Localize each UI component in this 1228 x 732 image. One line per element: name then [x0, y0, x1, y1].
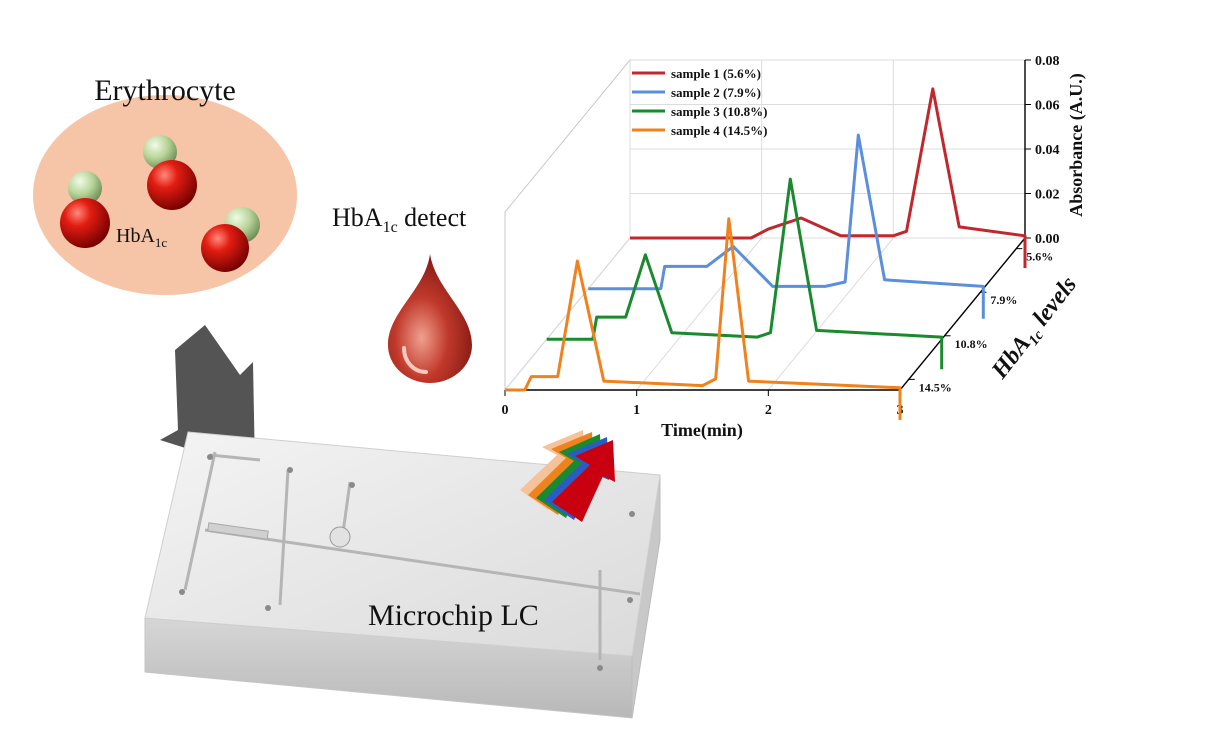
legend-label: sample 1 (5.6%) — [671, 66, 761, 81]
chip-injector — [329, 526, 351, 548]
z-axis-line — [899, 237, 1026, 391]
y-tick-label: 0.00 — [1035, 232, 1060, 247]
erythrocyte-label: Erythrocyte — [94, 74, 236, 107]
hba1c-molecule — [143, 135, 197, 210]
hba1c-molecule — [60, 171, 110, 248]
arrow-to-chip — [160, 325, 255, 470]
chip-column — [207, 522, 269, 540]
hba1c-molecule — [201, 207, 260, 272]
z-tick-label: 5.6% — [1026, 250, 1053, 264]
blood-drop-icon — [388, 254, 472, 383]
y-tick-label: 0.04 — [1035, 143, 1060, 158]
grid-line — [636, 237, 763, 391]
series-line — [505, 217, 902, 420]
z-tick-label: 14.5% — [919, 380, 952, 394]
grid-line — [767, 237, 894, 391]
y-tick-label: 0.02 — [1035, 188, 1060, 203]
series-line — [588, 133, 985, 319]
blood-drop-highlight — [402, 346, 428, 374]
series-line — [630, 87, 1027, 268]
y-tick-label: 0.06 — [1035, 99, 1060, 114]
series-line — [546, 177, 944, 370]
legend-label: sample 2 (7.9%) — [671, 85, 761, 100]
x-tick-label: 0 — [502, 403, 509, 418]
signal-arrows — [520, 430, 615, 522]
y-tick-label: 0.08 — [1035, 54, 1060, 69]
legend-label: sample 3 (10.8%) — [671, 104, 767, 119]
chip-ports — [179, 454, 635, 671]
chart-legend: sample 1 (5.6%) sample 2 (7.9%) sample 3 (… — [632, 66, 767, 138]
y-axis-ticks: 0.00 0.02 0.04 0.06 0.08 — [1025, 54, 1060, 247]
y-axis-title: Absorbance (A.U.) — [1066, 73, 1087, 217]
microchip-label: Microchip LC — [368, 599, 539, 632]
z-axis-title: HbA1c levels — [986, 272, 1084, 386]
x-tick-label: 1 — [633, 403, 640, 418]
z-axis-ticks: 5.6% 7.9% 10.8% 14.5% — [908, 248, 1053, 394]
chip-channels — [183, 451, 641, 660]
microchip — [144, 431, 661, 719]
z-tick-label: 10.8% — [955, 337, 988, 351]
x-tick-label: 2 — [765, 403, 772, 418]
hba1c-cell-label: HbA1c — [116, 225, 167, 250]
z-tick-label: 7.9% — [990, 293, 1017, 307]
x-axis-title: Time(min) — [661, 420, 743, 441]
hba1c-detect-label: HbA1c detect — [332, 203, 467, 236]
chart-series — [505, 87, 1027, 420]
legend-label: sample 4 (14.5%) — [671, 123, 767, 138]
